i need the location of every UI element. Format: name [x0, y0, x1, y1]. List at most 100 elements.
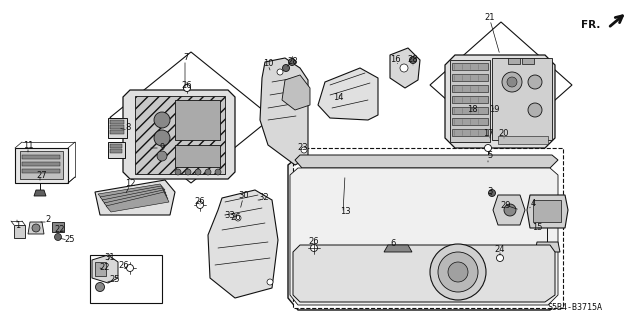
Polygon shape	[15, 148, 68, 183]
Bar	[508, 58, 520, 64]
Text: 32: 32	[259, 194, 269, 203]
Text: 26: 26	[182, 81, 192, 91]
Text: 26: 26	[118, 261, 129, 270]
Bar	[452, 74, 488, 81]
Circle shape	[277, 69, 283, 75]
Bar	[22, 162, 60, 166]
Text: 18: 18	[467, 106, 477, 115]
Text: 33: 33	[225, 211, 236, 219]
Text: 25: 25	[65, 235, 76, 244]
Circle shape	[448, 262, 468, 282]
Circle shape	[430, 244, 486, 300]
Circle shape	[528, 75, 542, 89]
Bar	[452, 107, 488, 114]
Circle shape	[196, 202, 204, 209]
Polygon shape	[34, 190, 46, 196]
Text: 11: 11	[23, 140, 33, 150]
Polygon shape	[445, 55, 555, 148]
Text: 9: 9	[159, 144, 164, 152]
Bar	[110, 144, 122, 147]
Polygon shape	[95, 180, 175, 215]
Circle shape	[154, 112, 170, 128]
Polygon shape	[108, 142, 125, 158]
Text: 26: 26	[195, 197, 205, 206]
Text: FR.: FR.	[580, 20, 600, 30]
Circle shape	[410, 56, 417, 63]
Text: 15: 15	[532, 224, 542, 233]
Circle shape	[95, 283, 104, 292]
Circle shape	[282, 64, 289, 71]
Circle shape	[400, 64, 408, 72]
Text: 27: 27	[36, 170, 47, 180]
Text: 14: 14	[333, 93, 343, 102]
Text: 20: 20	[499, 129, 509, 137]
Polygon shape	[535, 242, 560, 252]
Circle shape	[32, 224, 40, 232]
Circle shape	[497, 255, 504, 262]
Circle shape	[175, 169, 181, 175]
Polygon shape	[208, 190, 278, 298]
Polygon shape	[102, 188, 167, 206]
Polygon shape	[28, 222, 44, 234]
Circle shape	[184, 85, 191, 92]
Circle shape	[127, 264, 134, 271]
Text: 8: 8	[125, 123, 131, 132]
Circle shape	[502, 72, 522, 92]
Bar	[110, 120, 124, 123]
Bar	[452, 63, 488, 70]
Text: 22: 22	[100, 263, 110, 272]
Polygon shape	[100, 186, 166, 203]
Text: 19: 19	[489, 106, 499, 115]
Polygon shape	[295, 155, 558, 168]
Text: 3: 3	[487, 187, 493, 196]
Text: 10: 10	[263, 58, 273, 68]
Bar	[452, 129, 488, 136]
Bar	[110, 125, 124, 129]
Polygon shape	[527, 195, 568, 228]
Polygon shape	[282, 75, 310, 110]
Polygon shape	[92, 255, 118, 283]
Text: 16: 16	[390, 55, 400, 63]
Text: 21: 21	[484, 13, 495, 23]
Text: 26: 26	[308, 238, 319, 247]
Bar	[452, 85, 488, 92]
Polygon shape	[135, 96, 225, 174]
Circle shape	[215, 169, 221, 175]
Bar	[175, 100, 220, 140]
Circle shape	[154, 130, 170, 146]
Text: 22: 22	[55, 226, 65, 234]
Polygon shape	[110, 52, 272, 183]
Polygon shape	[106, 192, 169, 212]
Circle shape	[528, 103, 542, 117]
Bar	[90, 255, 162, 303]
Circle shape	[195, 169, 201, 175]
Bar	[522, 58, 534, 64]
Text: 31: 31	[105, 254, 115, 263]
Text: 28: 28	[288, 57, 298, 66]
Polygon shape	[318, 68, 378, 120]
Text: 12: 12	[125, 179, 135, 188]
Circle shape	[235, 215, 241, 221]
Bar	[293, 148, 563, 308]
Text: 1: 1	[15, 220, 20, 229]
Text: 23: 23	[298, 143, 308, 152]
Polygon shape	[52, 222, 64, 232]
Text: 17: 17	[483, 129, 493, 137]
Polygon shape	[104, 190, 168, 209]
Polygon shape	[293, 245, 555, 302]
Bar	[22, 169, 60, 173]
Polygon shape	[390, 48, 420, 88]
Circle shape	[438, 252, 478, 292]
Circle shape	[310, 244, 317, 251]
Polygon shape	[430, 22, 572, 148]
Text: 2: 2	[45, 216, 51, 225]
Polygon shape	[492, 58, 552, 140]
Circle shape	[488, 189, 495, 197]
Bar	[22, 155, 60, 159]
Text: 7: 7	[183, 54, 189, 63]
Circle shape	[185, 169, 191, 175]
Text: 26: 26	[230, 213, 241, 222]
Polygon shape	[450, 60, 490, 142]
Text: S5B4-B3715A: S5B4-B3715A	[547, 302, 602, 311]
Bar	[452, 118, 488, 125]
